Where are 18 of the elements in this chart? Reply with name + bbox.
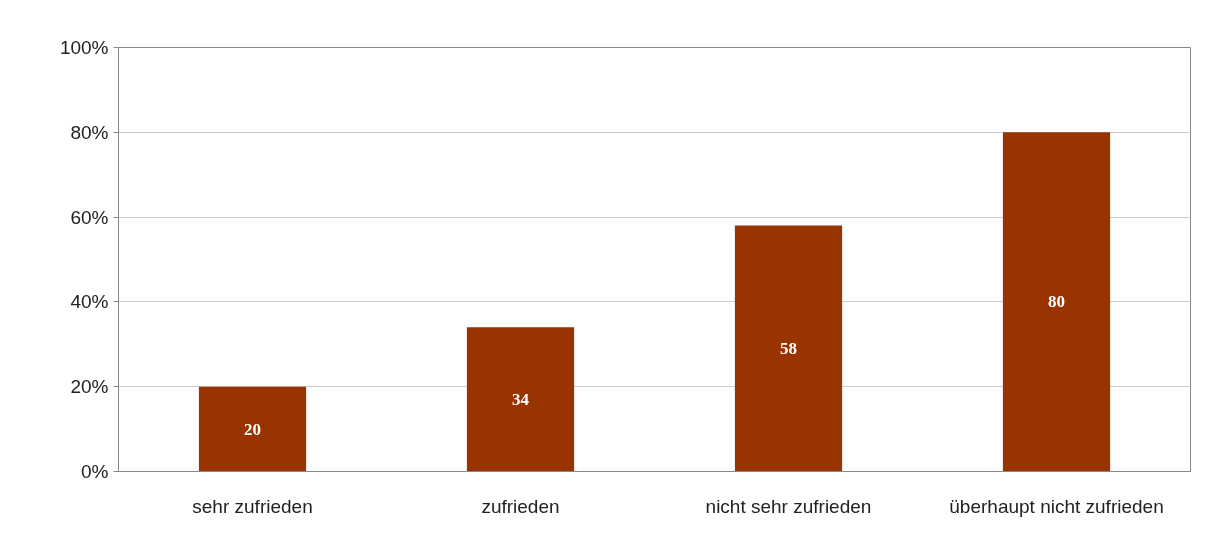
- bar: [466, 327, 575, 472]
- y-tick-label: 100%: [59, 37, 109, 58]
- y-tick-label: 0%: [81, 461, 109, 482]
- bar: [734, 225, 843, 472]
- data-label: 34: [512, 389, 530, 409]
- x-tick-label: überhaupt nicht zufrieden: [949, 495, 1164, 517]
- data-label: 58: [780, 339, 797, 359]
- bar: [198, 386, 307, 472]
- y-tick-label: 80%: [70, 121, 109, 143]
- bar: [1002, 132, 1111, 472]
- x-tick-label: sehr zufrieden: [192, 495, 313, 517]
- x-tick-label: nicht sehr zufrieden: [705, 495, 872, 517]
- x-tick-label: zufrieden: [481, 495, 560, 517]
- data-label: 20: [244, 419, 261, 439]
- y-tick-label: 40%: [70, 291, 109, 313]
- y-tick-label: 60%: [70, 206, 109, 228]
- y-tick-label: 20%: [70, 376, 109, 398]
- data-label: 80: [1048, 292, 1065, 312]
